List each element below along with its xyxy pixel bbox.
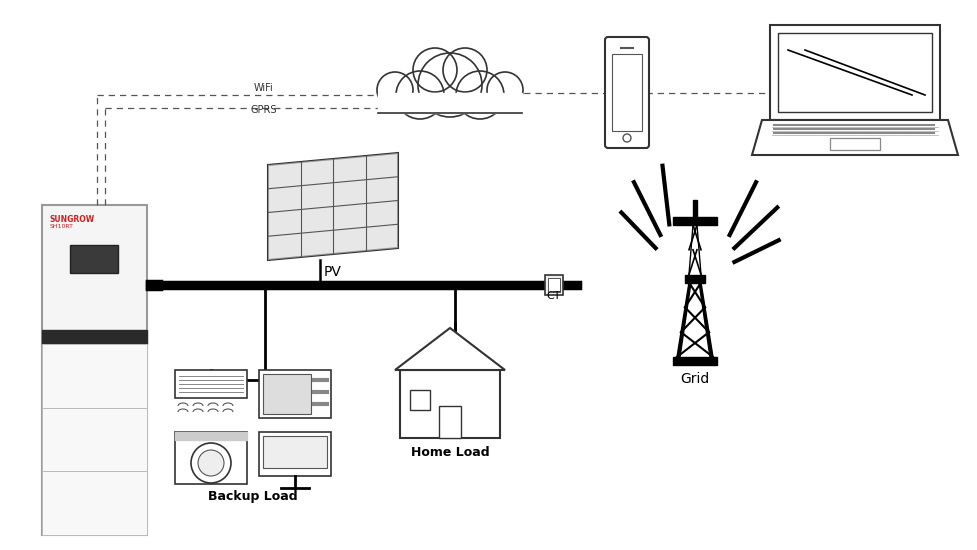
Text: CT: CT [547,291,561,301]
Polygon shape [778,33,932,112]
Polygon shape [699,283,713,357]
Text: Home Load: Home Load [410,446,489,459]
Polygon shape [301,230,333,257]
Text: SH10RT: SH10RT [50,224,74,229]
Polygon shape [42,205,147,535]
Polygon shape [365,177,398,204]
Polygon shape [400,370,500,438]
Circle shape [377,72,413,108]
Circle shape [396,71,444,119]
Polygon shape [612,54,642,131]
Text: PV: PV [324,265,342,279]
Polygon shape [175,432,247,440]
Circle shape [198,450,224,476]
Polygon shape [673,217,717,225]
Polygon shape [365,153,398,180]
Polygon shape [301,206,333,233]
Polygon shape [689,225,693,274]
Polygon shape [259,432,331,476]
Polygon shape [268,233,301,260]
Polygon shape [548,278,560,292]
Polygon shape [685,274,705,283]
Polygon shape [263,374,311,414]
Polygon shape [752,120,958,155]
Polygon shape [333,156,365,183]
Polygon shape [268,162,301,189]
Circle shape [191,443,231,483]
Polygon shape [673,357,717,365]
Text: SUNGROW: SUNGROW [50,214,95,223]
Text: WiFi: WiFi [254,83,274,93]
Polygon shape [175,432,247,484]
Polygon shape [268,153,398,260]
Polygon shape [263,436,327,468]
Text: GPRS: GPRS [250,105,276,115]
Polygon shape [410,390,430,410]
Polygon shape [545,275,563,295]
Polygon shape [259,370,331,418]
Circle shape [623,134,631,142]
Text: Backup Load: Backup Load [208,490,298,503]
Polygon shape [301,159,333,186]
Polygon shape [42,408,147,471]
Polygon shape [42,344,147,408]
Polygon shape [268,186,301,212]
Text: Grid: Grid [680,372,709,386]
Polygon shape [830,138,880,150]
Polygon shape [378,93,522,113]
Polygon shape [697,225,701,274]
Polygon shape [365,201,398,227]
Polygon shape [439,406,461,438]
Circle shape [487,72,523,108]
Polygon shape [333,227,365,254]
Polygon shape [333,180,365,206]
Polygon shape [42,471,147,535]
Polygon shape [395,328,505,370]
Circle shape [413,48,457,92]
Polygon shape [42,330,147,344]
Polygon shape [268,210,301,236]
Polygon shape [301,183,333,210]
Polygon shape [333,204,365,230]
Polygon shape [693,200,697,217]
Polygon shape [770,25,940,120]
Circle shape [418,53,482,117]
Circle shape [443,48,487,92]
Circle shape [456,71,504,119]
Polygon shape [365,224,398,251]
Polygon shape [677,283,691,357]
Polygon shape [175,370,247,398]
FancyBboxPatch shape [605,37,649,148]
Polygon shape [70,245,118,273]
